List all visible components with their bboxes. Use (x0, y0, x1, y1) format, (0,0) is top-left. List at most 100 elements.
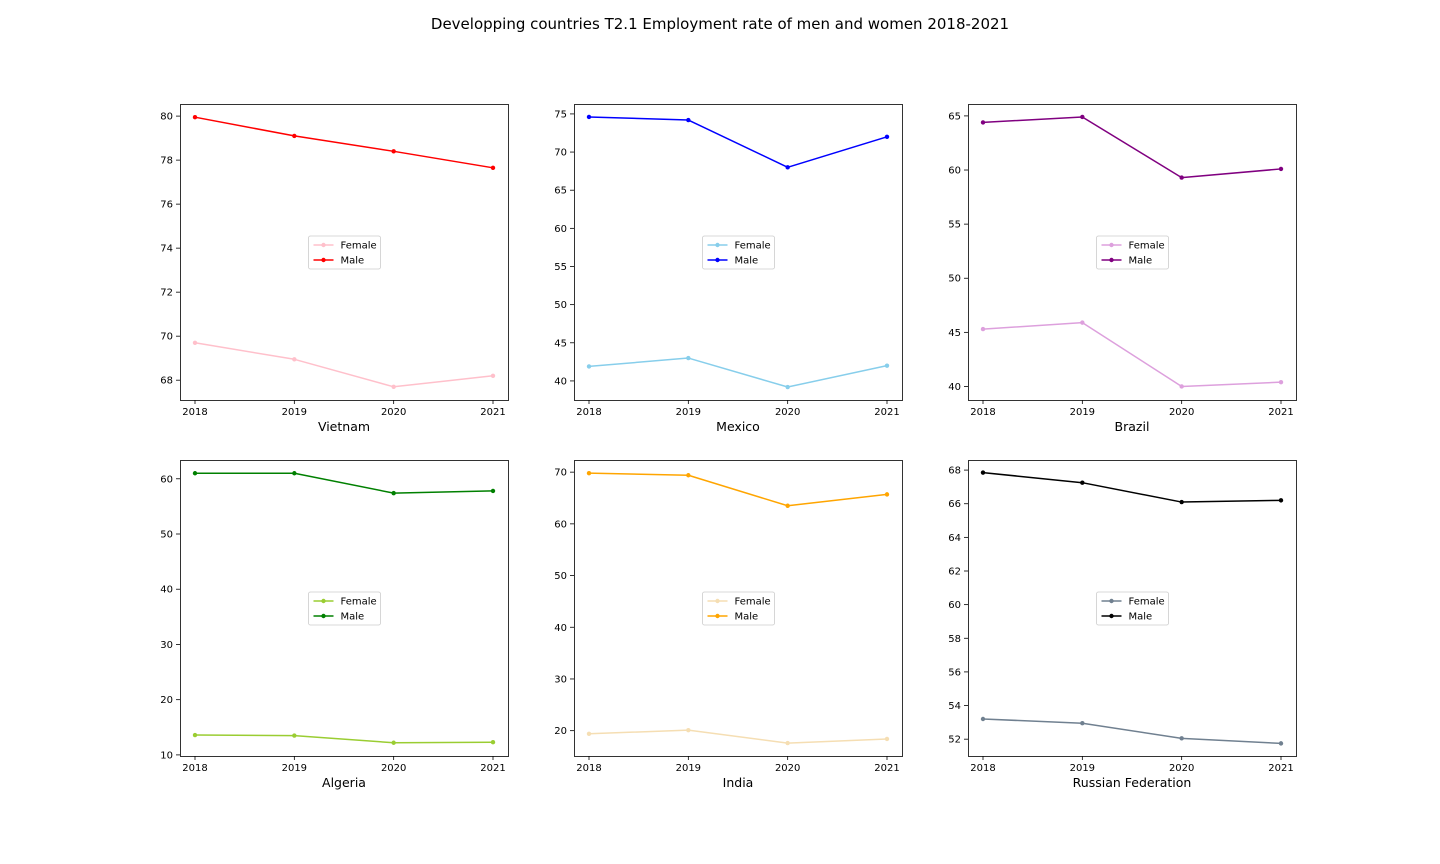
axes-frame-brazil (968, 104, 1297, 401)
x-tick-label-vietnam-2020: 2020 (381, 407, 406, 418)
series-line-russian-federation-female (982, 718, 1282, 745)
y-tick-label-mexico-60: 60 (554, 224, 567, 235)
y-tick-label-russian-federation-68: 68 (948, 466, 961, 477)
axes-frame-india (574, 460, 903, 757)
series-line-mexico-male (588, 116, 888, 169)
y-tick-label-brazil-40: 40 (948, 382, 961, 393)
y-tick-label-algeria-10: 10 (160, 750, 173, 761)
data-point-brazil-male-2018 (980, 120, 986, 125)
legend-marker-india-male (715, 613, 720, 619)
x-tick-label-brazil-2018: 2018 (970, 407, 995, 418)
y-tick-label-russian-federation-52: 52 (948, 735, 961, 746)
x-tick-label-mexico-2018: 2018 (576, 407, 601, 418)
data-point-mexico-male-2019 (686, 117, 691, 123)
subplot-brazil: 2018 2019 2020 2021 40 45 50 55 60 65 Brazil Female… (948, 104, 1297, 434)
legend-india: Female Male (702, 591, 775, 626)
data-point-russian-federation-male-2018 (980, 470, 986, 475)
y-tick-label-india-70: 70 (554, 468, 567, 479)
y-tick-label-mexico-75: 75 (554, 109, 567, 120)
data-point-vietnam-male-2020 (391, 149, 396, 154)
data-point-algeria-male-2020 (391, 490, 396, 496)
y-tick-label-vietnam-72: 72 (160, 288, 173, 299)
x-tick-label-mexico-2021: 2021 (874, 407, 899, 418)
data-point-vietnam-male-2018 (192, 115, 198, 120)
legend-label-india-female: Female (735, 597, 771, 608)
data-point-brazil-male-2021 (1278, 166, 1284, 172)
x-tick-label-russian-federation-2018: 2018 (970, 763, 995, 774)
data-point-vietnam-female-2019 (292, 357, 297, 362)
data-point-mexico-female-2020 (785, 384, 790, 390)
data-point-algeria-female-2019 (292, 733, 297, 738)
data-point-russian-federation-male-2020 (1179, 499, 1184, 505)
y-tick-label-india-50: 50 (554, 571, 567, 582)
y-tick-label-mexico-55: 55 (554, 262, 567, 273)
data-point-russian-federation-female-2019 (1080, 721, 1085, 726)
y-tick-label-russian-federation-64: 64 (948, 533, 961, 544)
series-line-algeria-male (195, 472, 494, 494)
y-tick-label-vietnam-78: 78 (160, 156, 173, 167)
legend-marker-algeria-female (321, 598, 326, 604)
y-tick-label-russian-federation-62: 62 (948, 567, 961, 578)
y-tick-label-russian-federation-56: 56 (948, 667, 961, 678)
y-tick-label-algeria-40: 40 (160, 585, 173, 596)
y-tick-label-algeria-60: 60 (160, 474, 173, 485)
series-line-brazil-female (982, 321, 1282, 388)
data-point-russian-federation-female-2021 (1278, 741, 1284, 746)
data-point-algeria-male-2021 (490, 488, 496, 494)
x-tick-label-vietnam-2019: 2019 (282, 407, 307, 418)
y-tick-label-mexico-45: 45 (554, 338, 567, 349)
series-line-india-female (588, 729, 888, 744)
y-tick-label-russian-federation-66: 66 (948, 499, 961, 510)
y-tick-label-vietnam-68: 68 (160, 376, 173, 387)
series-line-brazil-male (982, 116, 1282, 179)
y-tick-label-mexico-50: 50 (554, 300, 567, 311)
y-tick-label-algeria-30: 30 (160, 640, 173, 651)
x-tick-label-russian-federation-2019: 2019 (1070, 763, 1095, 774)
data-point-brazil-female-2019 (1080, 320, 1085, 325)
y-tick-label-india-40: 40 (554, 623, 567, 634)
legend-label-brazil-female: Female (1129, 241, 1165, 252)
y-tick-label-brazil-65: 65 (948, 111, 961, 122)
data-point-mexico-male-2018 (586, 114, 592, 120)
legend-marker-vietnam-male (321, 257, 326, 263)
data-point-algeria-female-2018 (192, 732, 198, 738)
x-tick-label-brazil-2019: 2019 (1070, 407, 1095, 418)
data-point-brazil-female-2021 (1278, 379, 1284, 385)
legend-marker-brazil-female (1109, 242, 1114, 248)
data-point-mexico-female-2018 (586, 364, 592, 369)
x-tick-label-algeria-2020: 2020 (381, 763, 406, 774)
y-tick-label-india-60: 60 (554, 519, 567, 530)
data-point-russian-federation-male-2019 (1080, 480, 1085, 485)
data-point-algeria-male-2019 (292, 471, 297, 476)
x-axis-label-mexico: Mexico (716, 419, 760, 434)
y-tick-label-india-20: 20 (554, 726, 567, 737)
data-point-vietnam-female-2018 (192, 340, 198, 345)
x-tick-label-russian-federation-2020: 2020 (1169, 763, 1194, 774)
y-tick-label-brazil-50: 50 (948, 274, 961, 285)
x-axis-label-russian-federation: Russian Federation (1073, 775, 1192, 790)
y-tick-label-vietnam-76: 76 (160, 200, 173, 211)
legend-marker-vietnam-female (321, 242, 326, 248)
data-point-india-male-2021 (884, 492, 890, 497)
y-tick-label-algeria-50: 50 (160, 530, 173, 541)
data-point-vietnam-male-2019 (292, 133, 297, 139)
legend-label-algeria-female: Female (341, 597, 377, 608)
x-tick-label-algeria-2021: 2021 (480, 763, 505, 774)
x-axis-label-algeria: Algeria (322, 775, 366, 790)
legend-label-brazil-male: Male (1129, 256, 1153, 267)
legend-label-vietnam-male: Male (341, 256, 365, 267)
legend-marker-russian-federation-female (1109, 598, 1114, 604)
chart-title: Developping countries T2.1 Employment ra… (431, 15, 1009, 33)
subplots-grid: 2018 2019 2020 202168707274767880VietnamFem… (160, 104, 1297, 790)
legend-label-algeria-male: Male (341, 612, 365, 623)
data-point-brazil-female-2018 (980, 326, 986, 332)
data-point-russian-federation-female-2018 (980, 716, 986, 722)
legend-vietnam: Female Male (308, 235, 381, 270)
x-axis-label-india: India (723, 775, 754, 790)
x-tick-label-vietnam-2021: 2021 (480, 407, 505, 418)
data-point-russian-federation-female-2020 (1179, 736, 1184, 741)
legend-mexico: Female Male (702, 235, 775, 270)
series-line-vietnam-female (194, 342, 494, 388)
series-line-india-male (588, 472, 888, 507)
data-point-india-male-2019 (686, 473, 691, 478)
